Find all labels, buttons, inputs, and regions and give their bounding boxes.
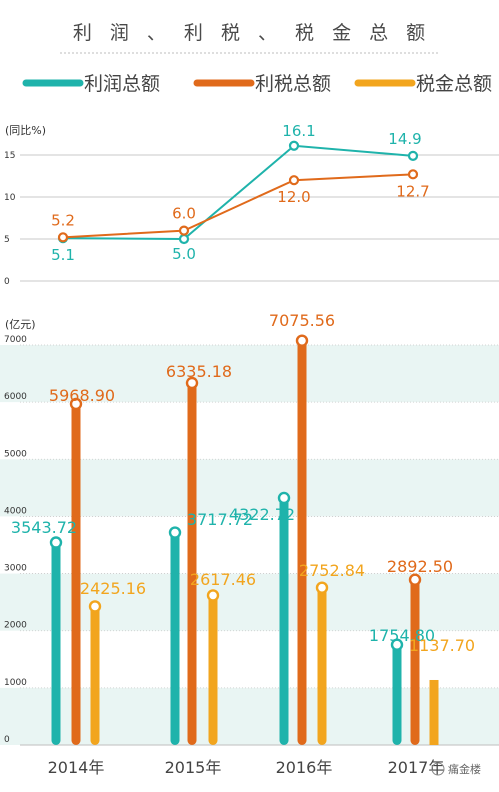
bar-data-label: 6335.18 <box>166 362 232 381</box>
bar-data-label: 3543.72 <box>11 518 77 537</box>
legend: 利润总额 利税总额 税金总额 <box>22 73 492 95</box>
bar-data-label: 3717.72 <box>187 510 253 529</box>
bar-data-label: 7075.56 <box>269 311 335 330</box>
bar-data-label: 2425.16 <box>80 579 146 598</box>
bar-tick-label: 6000 <box>4 392 27 402</box>
category-label: 2016年 <box>276 758 333 777</box>
line-series-path <box>62 173 414 239</box>
bar-chart: (亿元) 7000 6000 5000 4000 3000 2000 1000 0 3543.… <box>0 311 499 777</box>
bar <box>429 679 439 745</box>
bar <box>187 382 197 745</box>
line-data-label: 16.1 <box>282 122 315 140</box>
bar-tick-label: 5000 <box>4 449 27 459</box>
bar <box>71 403 81 745</box>
bar-band <box>0 459 499 517</box>
line-point <box>57 232 69 243</box>
line-chart-series: 5.1 5.0 16.1 14.9 5.2 6.0 12.0 12.7 <box>51 122 430 264</box>
line-data-label: 6.0 <box>172 205 196 223</box>
bar-tick-label: 3000 <box>4 564 27 574</box>
category-label: 2015年 <box>165 758 222 777</box>
line-tick-label: 10 <box>4 193 16 203</box>
bar-cap <box>277 491 291 505</box>
line-tick-label: 0 <box>4 277 10 287</box>
legend-label: 税金总额 <box>416 73 492 95</box>
bar-tick-label: 7000 <box>4 335 27 345</box>
bar <box>51 542 61 745</box>
bar-cap <box>390 638 404 651</box>
bar-cap <box>69 397 83 411</box>
bar <box>317 587 327 745</box>
bar-data-label: 1137.70 <box>409 636 475 655</box>
line-point <box>178 225 190 236</box>
line-data-label: 12.0 <box>277 188 310 206</box>
chart-title: 利 润 、 利 税 、 税 金 总 额 <box>73 22 431 44</box>
bar-chart-categories: 2014年 2015年 2016年 2017年 <box>48 758 445 777</box>
bar <box>279 497 289 745</box>
legend-label: 利税总额 <box>255 73 331 95</box>
bar-chart-ylabel: (亿元) <box>5 318 36 331</box>
bar-cap <box>168 526 182 539</box>
watermark: 痛金楼 <box>431 762 481 776</box>
line-point <box>178 233 190 245</box>
line-chart: (同比%) 15 10 5 0 5.1 5.0 16.1 14.9 5.2 6.0 12.0 12.… <box>4 122 499 287</box>
line-data-label: 12.7 <box>396 182 429 200</box>
bar-cap <box>206 589 220 602</box>
bar-cap <box>315 581 329 594</box>
bar <box>170 532 180 745</box>
bar-band <box>0 345 499 403</box>
watermark-icon <box>431 762 445 776</box>
line-tick-label: 5 <box>4 235 10 245</box>
line-tick-label: 15 <box>4 151 15 161</box>
bar-cap <box>185 376 199 390</box>
line-point <box>288 175 300 186</box>
bar-tick-label: 0 <box>4 735 10 745</box>
line-data-label: 5.1 <box>51 246 75 264</box>
bar-data-label: 2892.50 <box>387 557 453 576</box>
bar-data-label: 2617.46 <box>190 570 256 589</box>
bar-data-label: 5968.90 <box>49 386 115 405</box>
bar <box>410 579 420 745</box>
bar-tick-label: 2000 <box>4 621 27 631</box>
line-data-label: 5.0 <box>172 245 196 263</box>
bar-cap <box>408 573 422 586</box>
line-point <box>407 150 419 161</box>
bar-tick-label: 4000 <box>4 506 27 516</box>
category-label: 2014年 <box>48 758 105 777</box>
legend-label: 利润总额 <box>84 73 160 95</box>
category-label: 2017年 <box>388 758 445 777</box>
bar-data-label: 1754.80 <box>369 626 435 645</box>
bar-tick-label: 1000 <box>4 678 27 688</box>
bar <box>297 340 307 745</box>
bar-cap <box>88 600 102 613</box>
bar-data-label: 2752.84 <box>299 561 365 580</box>
bar-cap <box>295 334 309 347</box>
line-point <box>288 140 300 151</box>
bar <box>208 595 218 745</box>
line-series-path <box>62 144 414 241</box>
line-data-label: 5.2 <box>51 211 75 229</box>
line-point <box>407 169 419 180</box>
line-chart-grid: 15 10 5 0 <box>4 151 499 287</box>
line-data-label: 14.9 <box>388 130 421 148</box>
bar-cap <box>49 536 63 549</box>
watermark-text: 痛金楼 <box>448 762 481 776</box>
bar <box>392 644 402 745</box>
bar-data-label: 4322.72 <box>229 505 295 524</box>
line-chart-ylabel: (同比%) <box>5 124 46 137</box>
bar <box>90 606 100 745</box>
